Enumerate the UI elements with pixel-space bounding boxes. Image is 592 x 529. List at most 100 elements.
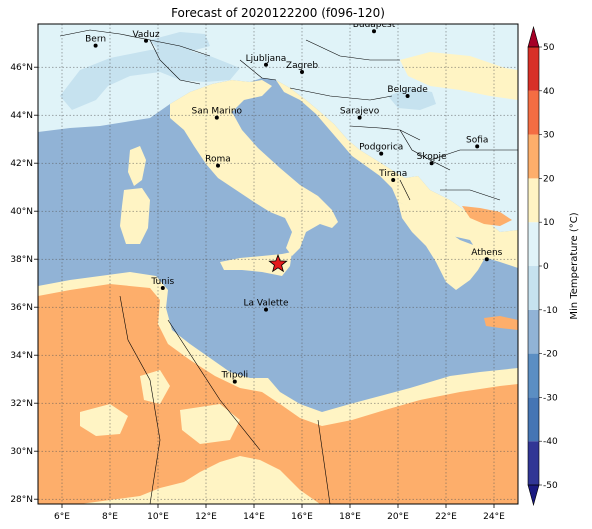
lat-tick-label: 30°N bbox=[10, 447, 33, 457]
lon-tick-label: 18°E bbox=[339, 512, 361, 522]
land-balkan-cold bbox=[388, 88, 436, 110]
land-corsica bbox=[128, 146, 146, 186]
land-crete bbox=[484, 316, 518, 330]
land-alpine-cold-2 bbox=[150, 32, 210, 52]
colorbar-band bbox=[528, 47, 539, 91]
colorbar-tick-label: -30 bbox=[543, 393, 558, 403]
colorbar-tick-label: -50 bbox=[543, 481, 558, 491]
colorbar-band bbox=[528, 222, 539, 266]
city-label: Budapest bbox=[353, 20, 396, 30]
lon-tick-label: 24°E bbox=[483, 512, 505, 522]
land-sardinia bbox=[120, 188, 150, 244]
colorbar-tick-label: 20 bbox=[543, 174, 555, 184]
land-sahara-cool-patch-3 bbox=[180, 404, 240, 444]
lon-tick-label: 22°E bbox=[435, 512, 457, 522]
land-adriatic-coast bbox=[276, 80, 518, 268]
city-label: Skopje bbox=[417, 152, 447, 162]
city-label: Sarajevo bbox=[340, 107, 380, 117]
city-dot bbox=[160, 286, 165, 290]
city-dot bbox=[357, 115, 362, 120]
land-europe-north bbox=[38, 24, 518, 232]
city-label: Tripoli bbox=[220, 371, 248, 381]
city-label: Belgrade bbox=[387, 85, 428, 95]
lon-tick-label: 16°E bbox=[291, 512, 313, 522]
land-alpine-cold bbox=[60, 48, 240, 110]
latitude-axis: 28°N 30°N 32°N 34°N 36°N 38°N 40°N 42°N 44°N 46°N bbox=[10, 63, 38, 505]
land-greece-warm-coast bbox=[462, 206, 512, 226]
map-frame bbox=[37, 23, 519, 505]
city-dot bbox=[264, 62, 268, 67]
map-title: Forecast of 2020122200 (f096-120) bbox=[171, 6, 385, 20]
colorbar-band bbox=[528, 397, 539, 442]
city-dot bbox=[405, 94, 410, 98]
city-dot bbox=[214, 115, 219, 120]
country-borders bbox=[59, 29, 518, 504]
city-dot bbox=[379, 151, 384, 156]
lon-tick-label: 8°E bbox=[102, 512, 118, 522]
colorbar-tick-label: 30 bbox=[543, 131, 555, 141]
city-label: Bern bbox=[85, 35, 106, 45]
colorbar-band bbox=[528, 178, 539, 223]
lat-tick-label: 42°N bbox=[10, 159, 33, 169]
city-label: Tunis bbox=[150, 277, 174, 287]
colorbar-tick-label: 10 bbox=[543, 218, 555, 228]
colorbar-band bbox=[528, 266, 539, 310]
city-dot bbox=[216, 163, 220, 168]
graticule bbox=[38, 24, 518, 504]
city-dot bbox=[264, 307, 268, 312]
city-label: Podgorica bbox=[359, 143, 403, 153]
city-dot bbox=[475, 144, 480, 149]
land-libya-warm bbox=[128, 294, 152, 318]
colorbar-band bbox=[528, 309, 539, 354]
city-dot bbox=[391, 178, 396, 182]
city-dot bbox=[372, 29, 376, 34]
colorbar: -50 -40 -30 -20 -10 0 10 20 30 40 50 bbox=[527, 25, 558, 507]
city-label: La Valette bbox=[244, 299, 289, 309]
city-dot bbox=[232, 379, 237, 384]
city-label: Zagreb bbox=[286, 61, 318, 71]
colorbar-extend-low bbox=[527, 484, 540, 507]
lon-tick-label: 12°E bbox=[195, 512, 217, 522]
colorbar-band bbox=[528, 90, 539, 135]
city-label: Vaduz bbox=[132, 30, 159, 40]
colorbar-tick-label: -20 bbox=[543, 350, 558, 360]
city-dot bbox=[144, 38, 148, 43]
lon-tick-label: 10°E bbox=[147, 512, 169, 522]
colorbar-tick-label: 40 bbox=[543, 87, 555, 97]
lon-tick-label: 14°E bbox=[243, 512, 265, 522]
city-label: Athens bbox=[471, 248, 502, 258]
lat-tick-label: 44°N bbox=[10, 111, 33, 121]
colorbar-band bbox=[528, 134, 539, 179]
longitude-axis: 6°E 8°E 10°E 12°E 14°E 16°E 18°E 20°E 22°E 24°E bbox=[54, 504, 505, 522]
city-dot bbox=[429, 161, 434, 166]
lat-tick-label: 32°N bbox=[10, 399, 33, 409]
colorbar-tick-label: -40 bbox=[543, 437, 558, 447]
lat-tick-label: 36°N bbox=[10, 303, 33, 313]
city-label: Sofia bbox=[466, 135, 488, 145]
lat-tick-label: 28°N bbox=[10, 495, 33, 505]
land-sahara-cool-patch bbox=[140, 370, 170, 404]
lat-tick-label: 38°N bbox=[10, 255, 33, 265]
lat-tick-label: 34°N bbox=[10, 351, 33, 361]
city-label: Tirana bbox=[378, 169, 407, 179]
colorbar-band bbox=[528, 441, 539, 485]
land-balkan-warm bbox=[400, 52, 518, 100]
city-dot bbox=[484, 257, 489, 262]
city-label: Ljubljana bbox=[246, 54, 287, 64]
colorbar-band bbox=[528, 353, 539, 398]
lon-tick-label: 6°E bbox=[54, 512, 70, 522]
city-dot bbox=[93, 43, 98, 48]
city-label: San Marino bbox=[192, 107, 243, 117]
colorbar-extend-high bbox=[527, 25, 540, 48]
colorbar-label: Min Temperature (°C) bbox=[569, 212, 580, 319]
city-dot bbox=[300, 70, 304, 74]
colorbar-tick-label: 50 bbox=[543, 43, 555, 53]
lon-tick-label: 20°E bbox=[387, 512, 409, 522]
city-label: Roma bbox=[205, 155, 231, 165]
land-greece bbox=[398, 202, 486, 290]
colorbar-tick-label: -10 bbox=[543, 306, 558, 316]
highlight-star-marker bbox=[268, 253, 288, 273]
